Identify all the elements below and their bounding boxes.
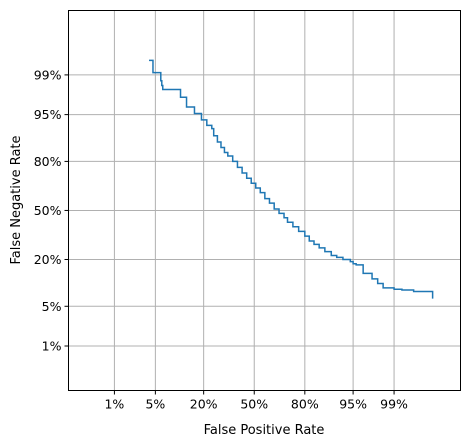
y-axis-label: False Negative Rate	[9, 135, 24, 264]
y-tick-label: 20%	[34, 252, 62, 267]
x-tick-label: 20%	[190, 397, 218, 412]
y-tick-label: 99%	[34, 67, 62, 82]
x-tick-label: 99%	[380, 397, 408, 412]
x-tick-label: 80%	[291, 397, 319, 412]
y-axis-ticks: 1% 5% 20% 50% 80% 95% 99%	[34, 67, 69, 353]
x-tick-label: 5%	[145, 397, 165, 412]
plot-frame	[68, 10, 461, 391]
det-curve	[149, 59, 434, 299]
x-axis-ticks: 1% 5% 20% 50% 80% 95% 99%	[104, 390, 408, 412]
y-tick-label: 1%	[42, 338, 62, 353]
y-tick-label: 95%	[34, 107, 62, 122]
x-tick-label: 1%	[104, 397, 124, 412]
series-layer	[149, 59, 434, 299]
y-tick-label: 80%	[34, 154, 62, 169]
y-tick-label: 50%	[34, 203, 62, 218]
x-axis-label: False Positive Rate	[204, 423, 325, 438]
y-tick-label: 5%	[42, 299, 62, 314]
grid-lines	[68, 10, 461, 391]
x-tick-label: 95%	[339, 397, 367, 412]
x-tick-label: 50%	[240, 397, 268, 412]
